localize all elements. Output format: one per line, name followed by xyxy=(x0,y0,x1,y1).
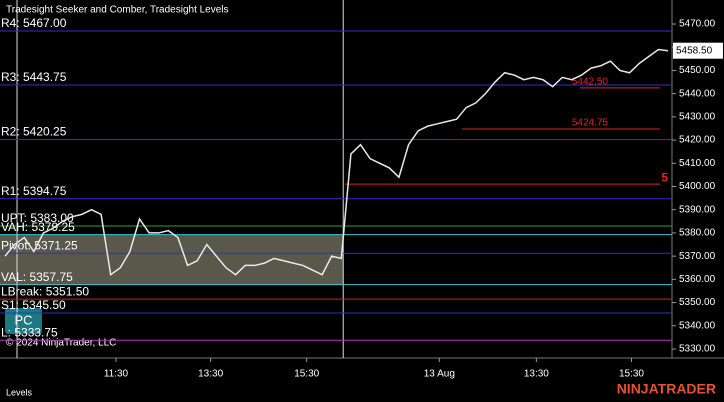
level-label: LBreak: 5351.50 xyxy=(1,284,89,298)
level-label: UPT: 5383.00 xyxy=(1,211,74,225)
last-price-label: 5458.50 xyxy=(676,45,713,56)
y-tick-label: 5350.00 xyxy=(679,297,716,308)
x-tick-label: 15:30 xyxy=(294,369,319,380)
y-tick-label: 5440.00 xyxy=(679,88,716,99)
badge-bg xyxy=(5,308,42,334)
level-label: VAH: 5379.25 xyxy=(1,220,75,234)
last-price-tag xyxy=(673,42,723,59)
red-level-label: 5424.75 xyxy=(572,118,609,129)
copyright: © 2024 NinjaTrader, LLC xyxy=(6,338,116,349)
y-tick-label: 5330.00 xyxy=(679,344,716,355)
y-tick-label: 5370.00 xyxy=(679,251,716,262)
x-tick-label: 15:30 xyxy=(619,369,644,380)
y-tick-label: 5400.00 xyxy=(679,181,716,192)
x-tick-label: 11:30 xyxy=(104,369,129,380)
y-tick-label: 5390.00 xyxy=(679,204,716,215)
price-line xyxy=(4,48,669,277)
level-label: VAL: 5357.75 xyxy=(1,270,73,284)
brand: NINJATRADER xyxy=(617,381,716,397)
level-label: Pivot: 5371.25 xyxy=(1,238,78,252)
x-tick-label: 13:30 xyxy=(198,369,223,380)
y-tick-label: 5430.00 xyxy=(679,111,716,122)
x-tick-label: 13 Aug xyxy=(424,369,455,380)
level-label: R2: 5420.25 xyxy=(1,125,67,139)
level-label: S1: 5345.50 xyxy=(1,298,66,312)
y-tick-label: 5360.00 xyxy=(679,274,716,285)
red-level-label: 5442.50 xyxy=(572,76,609,87)
y-tick-label: 5470.00 xyxy=(679,19,716,30)
level-label: L: 5333.75 xyxy=(1,325,58,339)
y-tick-label: 5380.00 xyxy=(679,228,716,239)
chart-title: Tradesight Seeker and Comber, Tradesight… xyxy=(6,5,229,16)
panel-label: Levels xyxy=(6,387,33,397)
y-tick-label: 5340.00 xyxy=(679,320,716,331)
value-area xyxy=(0,234,344,285)
y-tick-label: 5450.00 xyxy=(679,65,716,76)
y-tick-label: 5420.00 xyxy=(679,135,716,146)
red-level-label: 5 xyxy=(661,170,668,184)
badge: PC xyxy=(14,312,32,327)
level-label: R4: 5467.00 xyxy=(1,16,67,30)
level-label: R1: 5394.75 xyxy=(1,184,67,198)
y-tick-label: 5410.00 xyxy=(679,158,716,169)
level-label: R3: 5443.75 xyxy=(1,70,67,84)
x-tick-label: 13:30 xyxy=(524,369,549,380)
